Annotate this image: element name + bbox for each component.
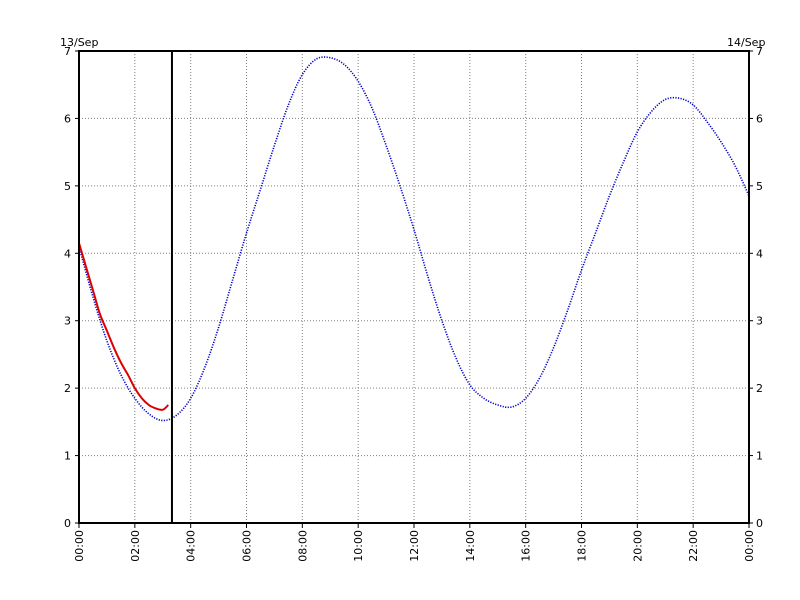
- series-layer: [78, 56, 750, 422]
- series-predicted-line: [78, 56, 750, 422]
- y-tick-label-right: 7: [756, 45, 763, 58]
- y-tick-label-left: 3: [64, 315, 71, 328]
- y-tick-label-left: 0: [64, 517, 71, 530]
- y-tick-label-left: 5: [64, 180, 71, 193]
- y-tick-label-left: 6: [64, 112, 71, 125]
- y-ticks-left: 0 1 2 3 4 5 6 7: [64, 45, 79, 530]
- x-tick-label: 00:00: [73, 530, 86, 562]
- date-label-left: 13/Sep: [60, 36, 98, 49]
- x-tick-label: 20:00: [631, 530, 644, 562]
- x-tick-label: 14:00: [464, 530, 477, 562]
- y-tick-label-right: 4: [756, 247, 763, 260]
- y-tick-label-right: 5: [756, 180, 763, 193]
- y-tick-label-right: 6: [756, 112, 763, 125]
- x-tick-label: 04:00: [185, 530, 198, 562]
- x-tick-label: 16:00: [520, 530, 533, 562]
- x-tick-label: 22:00: [687, 530, 700, 562]
- x-tick-label: 06:00: [241, 530, 254, 562]
- x-tick-label: 18:00: [576, 530, 589, 562]
- x-tick-label: 12:00: [408, 530, 421, 562]
- x-ticks: 00:00 02:00 04:00 06:00 08:00 10:00 12:00 14:00…: [73, 523, 756, 562]
- y-tick-label-left: 4: [64, 247, 71, 260]
- y-tick-label-left: 1: [64, 450, 71, 463]
- y-tick-label-right: 0: [756, 517, 763, 530]
- y-tick-label-right: 3: [756, 315, 763, 328]
- x-tick-label: 02:00: [129, 530, 142, 562]
- y-tick-label-left: 7: [64, 45, 71, 58]
- series-observed-line: [78, 242, 170, 411]
- y-ticks-right: 0 1 2 3 4 5 6 7: [749, 45, 763, 530]
- y-tick-label-left: 2: [64, 382, 71, 395]
- y-tick-label-right: 2: [756, 382, 763, 395]
- x-tick-label: 00:00: [743, 530, 756, 562]
- x-tick-label: 08:00: [296, 530, 309, 562]
- grid: [79, 51, 749, 523]
- x-tick-label: 10:00: [352, 530, 365, 562]
- date-label-right: 14/Sep: [727, 36, 765, 49]
- y-tick-label-right: 1: [756, 450, 763, 463]
